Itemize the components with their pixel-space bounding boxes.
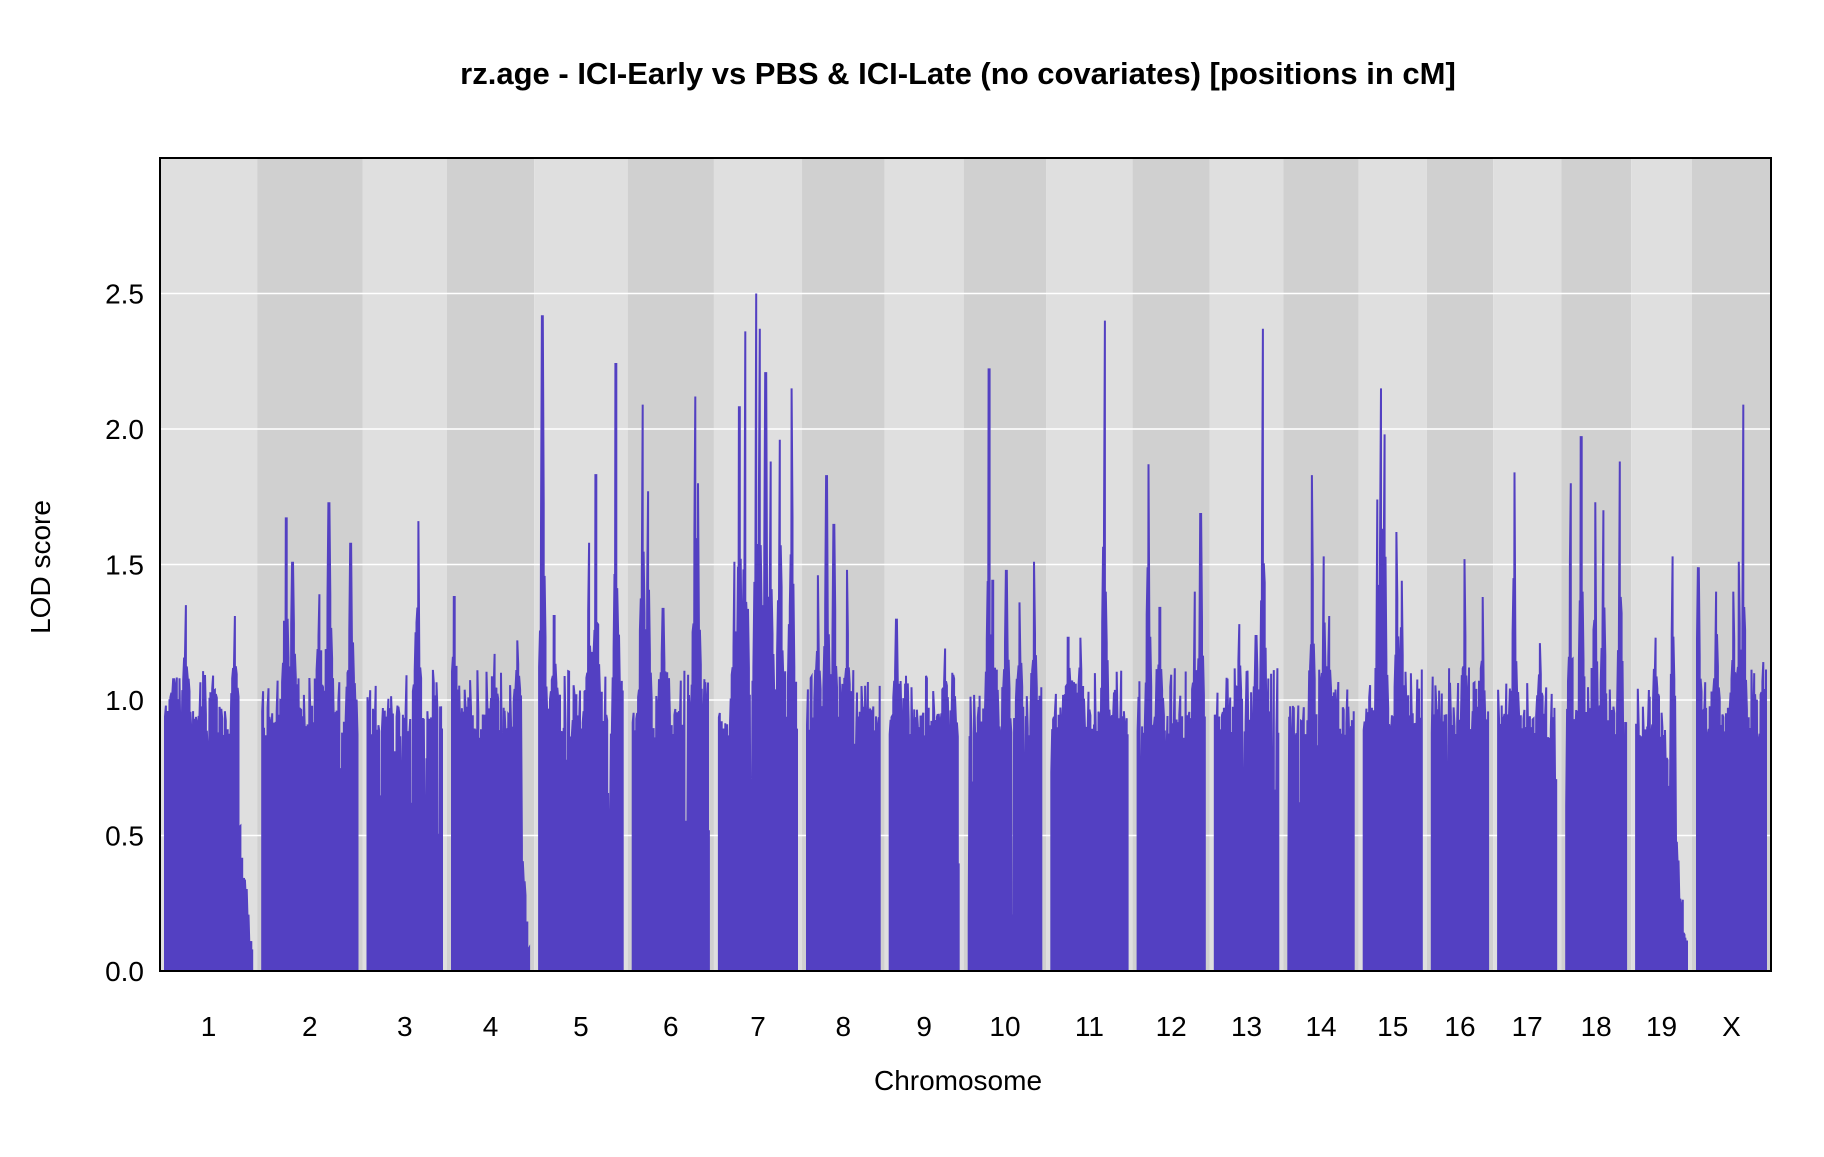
x-tick-label-11: 11 bbox=[1075, 1011, 1104, 1042]
y-tick-label: 2.5 bbox=[105, 279, 144, 310]
x-tick-label-8: 8 bbox=[836, 1011, 852, 1042]
lod-series-chr-9 bbox=[888, 618, 960, 972]
x-tick-label-14: 14 bbox=[1305, 1011, 1336, 1042]
x-tick-label-15: 15 bbox=[1377, 1011, 1408, 1042]
x-axis: 1 2 3 4 5 6 7 8 9 10 11 12 13 14 15 16 17 18 19 X bbox=[201, 1011, 1741, 1042]
y-tick-label: 0.0 bbox=[105, 956, 144, 987]
lod-series-chr-10 bbox=[967, 368, 1043, 972]
chart-title: rz.age - ICI-Early vs PBS & ICI-Late (no… bbox=[460, 56, 1456, 91]
lod-series-chr-14 bbox=[1287, 475, 1355, 972]
x-tick-label-9: 9 bbox=[916, 1011, 932, 1042]
x-tick-label-10: 10 bbox=[989, 1011, 1020, 1042]
lod-series-chr-X bbox=[1696, 404, 1767, 972]
lod-series-chr-4 bbox=[451, 596, 531, 972]
lod-series-chr-15 bbox=[1362, 388, 1423, 972]
lod-series-chr-1 bbox=[164, 605, 254, 972]
y-tick-label: 2.0 bbox=[105, 414, 144, 445]
x-tick-label-4: 4 bbox=[483, 1011, 499, 1042]
lod-series bbox=[164, 293, 1767, 972]
lod-series-chr-2 bbox=[261, 502, 359, 972]
x-axis-label: Chromosome bbox=[874, 1065, 1042, 1096]
lod-series-chr-8 bbox=[806, 475, 881, 972]
x-tick-label-19: 19 bbox=[1646, 1011, 1677, 1042]
lod-series-chr-5 bbox=[538, 315, 624, 972]
x-tick-label-3: 3 bbox=[397, 1011, 413, 1042]
y-axis-label: LOD score bbox=[25, 500, 56, 634]
x-tick-label-7: 7 bbox=[750, 1011, 766, 1042]
y-tick-label: 1.0 bbox=[105, 685, 144, 716]
x-tick-label-2: 2 bbox=[302, 1011, 318, 1042]
lod-series-chr-6 bbox=[631, 396, 710, 972]
y-tick-label: 0.5 bbox=[105, 821, 144, 852]
x-tick-label-1: 1 bbox=[201, 1011, 217, 1042]
x-tick-label-12: 12 bbox=[1156, 1011, 1187, 1042]
lod-series-chr-19 bbox=[1635, 556, 1688, 972]
x-tick-label-5: 5 bbox=[573, 1011, 589, 1042]
x-tick-label-16: 16 bbox=[1444, 1011, 1475, 1042]
x-tick-label-X: X bbox=[1722, 1011, 1741, 1042]
x-tick-label-17: 17 bbox=[1512, 1011, 1543, 1042]
plot-frame bbox=[159, 157, 1772, 972]
lod-series-chr-17 bbox=[1497, 472, 1558, 972]
x-tick-label-6: 6 bbox=[663, 1011, 679, 1042]
x-tick-label-18: 18 bbox=[1581, 1011, 1612, 1042]
y-tick-label: 1.5 bbox=[105, 550, 144, 581]
lod-series-chr-11 bbox=[1050, 320, 1129, 972]
x-tick-label-13: 13 bbox=[1231, 1011, 1262, 1042]
y-axis: 0.0 0.5 1.0 1.5 2.0 2.5 bbox=[105, 279, 144, 988]
